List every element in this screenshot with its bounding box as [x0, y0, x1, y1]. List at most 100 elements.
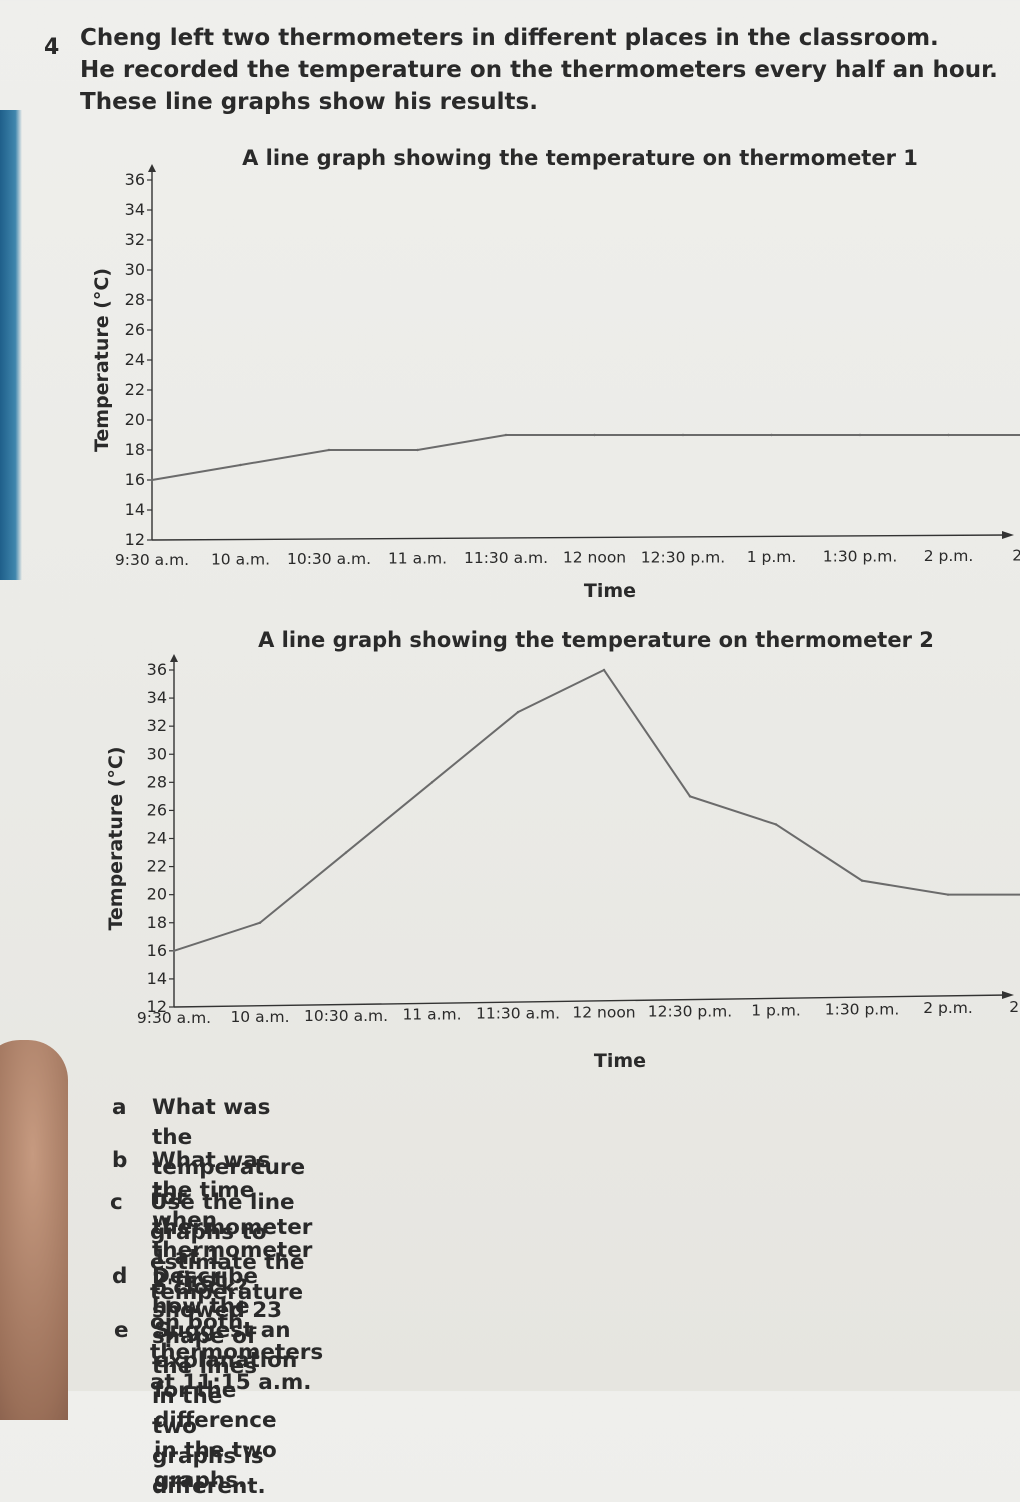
chart-title: A line graph showing the temperature on … [258, 628, 934, 652]
y-tick-label: 32 [147, 716, 167, 735]
question-text: What was the temperature for thermometer… [152, 1095, 313, 1300]
y-tick-label: 24 [125, 350, 145, 369]
y-axis-arrow [170, 654, 178, 662]
y-tick-label: 12 [125, 530, 145, 549]
x-tick-label: 1 p.m. [751, 1001, 801, 1019]
y-tick-label: 36 [125, 170, 145, 189]
x-tick-label: 11:30 a.m. [464, 549, 548, 567]
data-point [681, 433, 685, 437]
data-point [774, 823, 778, 826]
intro-line: These line graphs show his results. [80, 89, 538, 115]
question-intro: Cheng left two thermometers in different… [80, 22, 998, 118]
question-c: c Use the line graphs to estimate the tem… [110, 1188, 323, 1398]
chart-title: A line graph showing the temperature on … [242, 146, 918, 170]
question-letter: e [114, 1318, 129, 1343]
question-text: Suggest an explanation for the differenc… [154, 1318, 298, 1493]
y-tick-label: 30 [125, 260, 145, 279]
y-axis-arrow [148, 164, 156, 172]
y-tick-label: 16 [125, 470, 145, 489]
data-point [602, 668, 606, 672]
y-tick-label: 26 [147, 800, 167, 819]
y-tick-label: 34 [147, 688, 167, 707]
y-tick-label: 28 [147, 772, 167, 791]
x-tick-label: 10 a.m. [211, 551, 270, 569]
data-point [770, 433, 773, 437]
data-point [239, 463, 242, 467]
data-point [688, 795, 692, 798]
data-point [858, 433, 862, 437]
x-tick-label: 12 noon [563, 549, 626, 567]
chart-svg: A line graph showing the temperature on … [91, 146, 1020, 602]
y-tick-label: 12 [147, 997, 167, 1016]
y-tick-label: 14 [125, 500, 145, 519]
x-tick-label: 10:30 a.m. [304, 1007, 388, 1025]
y-tick-label: 26 [125, 320, 145, 339]
x-tick-label: 1 p.m. [747, 548, 797, 566]
chart-svg: A line graph showing the temperature on … [105, 628, 1020, 1072]
x-tick-label: 11:30 a.m. [476, 1005, 560, 1023]
y-tick-label: 14 [147, 969, 167, 988]
question-text: Use the line graphs to estimate the temp… [150, 1190, 305, 1335]
data-point [947, 433, 950, 437]
thermometer-1-chart: A line graph showing the temperature on … [0, 135, 1020, 615]
question-b: b What was the time when thermometer 2 fi… [112, 1146, 313, 1356]
x-tick-label: 10 a.m. [230, 1008, 289, 1026]
question-letter: b [112, 1148, 128, 1173]
page-edge-shadow [0, 110, 22, 580]
question-letter: d [112, 1264, 128, 1289]
y-axis-label: Temperature (°C) [105, 746, 127, 930]
x-tick-label: 9:30 a.m. [137, 1009, 211, 1027]
intro-line: He recorded the temperature on the therm… [80, 57, 998, 83]
y-tick-label: 18 [125, 440, 145, 459]
question-text: What was the time when thermometer 2 fir… [152, 1148, 313, 1353]
question-letter: a [112, 1095, 127, 1120]
y-axis-label: Temperature (°C) [91, 268, 113, 452]
y-tick-label: 34 [125, 200, 145, 219]
y-tick-label: 20 [147, 885, 167, 904]
y-tick-label: 30 [147, 744, 167, 763]
x-axis [173, 994, 1009, 1008]
x-tick-label: 2 p.m. [924, 547, 974, 565]
intro-line: Cheng left two thermometers in different… [80, 25, 939, 51]
x-axis-arrow [1002, 531, 1014, 539]
y-tick-label: 24 [147, 829, 167, 848]
data-point [946, 893, 950, 896]
x-tick-label: 2:30 p [1009, 998, 1020, 1016]
x-tick-label: 1:30 p.m. [823, 547, 898, 565]
data-point [430, 781, 434, 784]
question-letter: c [110, 1190, 123, 1215]
x-axis [151, 534, 1009, 541]
x-tick-label: 9:30 a.m. [115, 551, 189, 569]
question-a: a What was the temperature for thermomete… [112, 1093, 313, 1303]
data-point [504, 433, 508, 437]
x-tick-label: 12:30 p.m. [641, 548, 725, 566]
x-tick-label: 10:30 a.m. [287, 550, 371, 568]
y-tick-label: 16 [147, 941, 167, 960]
y-tick-label: 22 [147, 857, 167, 876]
series-line [173, 668, 1020, 952]
data-point [150, 478, 154, 482]
finger-photo-artifact [0, 1040, 68, 1420]
y-tick-label: 28 [125, 290, 145, 309]
x-tick-label: 2 p.m. [923, 999, 973, 1017]
series-line [151, 434, 1020, 481]
y-tick-label: 22 [125, 380, 145, 399]
question-number: 4 [44, 35, 60, 60]
data-point [593, 433, 596, 437]
x-tick-label: 12:30 p.m. [648, 1002, 732, 1020]
data-point [416, 448, 419, 452]
y-tick-label: 36 [147, 660, 167, 679]
x-tick-label: 11 a.m. [402, 1006, 461, 1024]
x-axis-label: Time [584, 580, 636, 602]
data-point [860, 879, 864, 882]
x-axis-label: Time [594, 1050, 646, 1072]
x-tick-label: 2:30 p [1012, 546, 1020, 564]
x-tick-label: 11 a.m. [388, 550, 447, 568]
x-tick-label: 1:30 p.m. [825, 1000, 900, 1018]
data-point [344, 851, 348, 854]
data-point [172, 949, 176, 953]
y-tick-label: 32 [125, 230, 145, 249]
y-tick-label: 18 [147, 913, 167, 932]
data-point [327, 448, 331, 452]
x-tick-label: 12 noon [572, 1004, 635, 1022]
